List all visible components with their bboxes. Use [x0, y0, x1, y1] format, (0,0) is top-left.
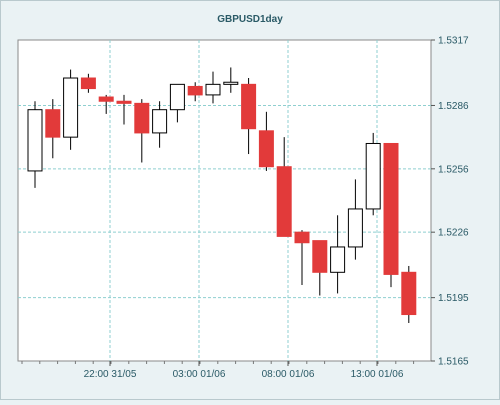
- candle-body-down: [383, 142, 399, 275]
- candle: [330, 215, 346, 294]
- candle: [312, 240, 328, 296]
- candle-body-up: [63, 77, 79, 138]
- candle-body-up: [152, 109, 168, 134]
- candle-body-down: [241, 83, 257, 130]
- candle: [169, 83, 185, 123]
- candle-body-up: [347, 208, 363, 248]
- candle: [63, 69, 79, 150]
- candle: [134, 99, 150, 163]
- y-tick-label: 1.5317: [438, 36, 469, 47]
- candle-body-down: [312, 240, 328, 273]
- candle-body-down: [134, 102, 150, 134]
- candle: [241, 78, 257, 155]
- candle: [152, 101, 168, 148]
- chart-title: GBPUSD1day: [217, 14, 283, 25]
- x-tick-label: 08:00 01/06: [262, 369, 315, 380]
- candle: [205, 71, 221, 104]
- y-tick-label: 1.5286: [438, 101, 469, 112]
- candle: [383, 142, 399, 288]
- candle-body-down: [45, 109, 61, 138]
- candle-body-down: [98, 96, 114, 102]
- candle: [116, 94, 132, 125]
- candle: [187, 82, 203, 102]
- candle-body-up: [223, 81, 239, 85]
- candle-body-down: [258, 130, 274, 168]
- candle: [98, 94, 114, 114]
- y-tick-label: 1.5195: [438, 293, 469, 304]
- candle-body-up: [330, 246, 346, 273]
- plot-area: [17, 39, 432, 362]
- candles: [27, 67, 417, 323]
- x-tick-label: 03:00 01/06: [173, 369, 226, 380]
- candle: [80, 73, 96, 93]
- candle-body-up: [365, 142, 381, 210]
- y-tick-label: 1.5165: [438, 357, 469, 368]
- candle-body-down: [401, 271, 417, 316]
- candle-body-down: [187, 85, 203, 96]
- x-tick-label: 22:00 31/05: [84, 369, 137, 380]
- axes: 1.5317 1.5286 1.5256 1.5226 1.5195 1.5165 22:0…: [21, 36, 469, 380]
- candle: [27, 101, 43, 188]
- candle: [276, 137, 292, 237]
- candle-body-down: [80, 77, 96, 90]
- candle-body-down: [116, 100, 132, 104]
- y-tick-label: 1.5226: [438, 228, 469, 239]
- candle: [258, 111, 274, 171]
- candle-body-up: [205, 83, 221, 96]
- candle-body-up: [27, 109, 43, 172]
- y-tick-label: 1.5256: [438, 164, 469, 175]
- candle: [347, 179, 363, 260]
- x-tick-label: 13:00 01/06: [351, 369, 404, 380]
- candle: [45, 99, 61, 159]
- candle-body-down: [276, 166, 292, 237]
- candle: [223, 67, 239, 93]
- candle-body-up: [169, 83, 185, 111]
- candle: [401, 265, 417, 323]
- candle: [294, 230, 310, 285]
- candle-body-down: [294, 231, 310, 244]
- candle: [365, 132, 381, 216]
